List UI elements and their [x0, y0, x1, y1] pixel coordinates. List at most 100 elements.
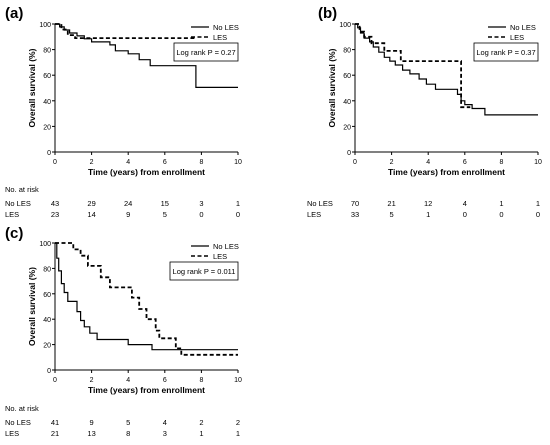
panel-a-at-risk-value: 9 [126, 210, 130, 219]
panel-b-annotation-box [473, 42, 539, 62]
panel-c-x-tick-label: 0 [53, 377, 57, 384]
panel-c-annotation: Log rank P = 0.011 [173, 267, 236, 276]
panel-c-at-risk-value: 13 [87, 429, 95, 438]
panel-a-y-tick-label: 40 [43, 99, 51, 106]
panel-b-y-tick-label: 60 [343, 73, 351, 80]
panel-c-annotation-box [169, 261, 239, 281]
panel-a-at-risk-value: 0 [199, 210, 203, 219]
panel-c-y-tick-label: 60 [43, 292, 51, 299]
panel-b-series-no-les-line [355, 23, 538, 116]
panel-b-y-tick-label: 40 [343, 99, 351, 106]
panel-b-annotation: Log rank P = 0.37 [476, 48, 535, 57]
panel-c-at-risk-value: 5 [126, 418, 130, 427]
panel-c-y-tick-label: 20 [43, 343, 51, 350]
panel-b-at-risk-value: 1 [499, 199, 503, 208]
panel-b-at-risk-value: 5 [390, 210, 394, 219]
panel-b-x-tick-label: 6 [463, 159, 467, 166]
panel-a-y-tick-label: 20 [43, 124, 51, 131]
panel-a-at-risk-value: 14 [87, 210, 95, 219]
panel-b-at-risk-value: 0 [536, 210, 540, 219]
panel-a-x-tick-label: 0 [53, 159, 57, 166]
panel-c-x-axis-title: Time (years) from enrollment [88, 385, 205, 395]
panel-a-x-tick-label: 6 [163, 159, 167, 166]
panel-a-at-risk-value: 1 [236, 199, 240, 208]
panel-a-at-risk-row-label: LES [5, 210, 19, 219]
panel-a-annotation-box [173, 42, 239, 62]
panel-a-at-risk-value: 0 [236, 210, 240, 219]
panel-c-series-no-les-line [55, 242, 238, 351]
panel-c-x-tick-label: 8 [199, 377, 203, 384]
panel-b-x-tick-label: 2 [390, 159, 394, 166]
panel-a-label: (a) [5, 5, 23, 22]
panel-b-label: (b) [318, 5, 337, 22]
panel-a-y-tick-label: 60 [43, 73, 51, 80]
panel-a-at-risk-value: 23 [51, 210, 59, 219]
panel-b-at-risk-value: 0 [463, 210, 467, 219]
panel-c-at-risk-value: 1 [236, 429, 240, 438]
panel-a-series-les-line [55, 23, 196, 39]
panel-c-at-risk-value: 4 [163, 418, 167, 427]
panel-b-x-tick-label: 10 [534, 159, 542, 166]
panel-b-at-risk-row-label: LES [307, 210, 321, 219]
panel-c-at-risk-row-label: LES [5, 429, 19, 438]
panel-a-at-risk-value: 43 [51, 199, 59, 208]
panel-b-x-axis-title: Time (years) from enrollment [388, 167, 505, 177]
panel-a-annotation: Log rank P = 0.27 [176, 48, 235, 57]
panel-c-y-axis-title: Overall survival (%) [27, 267, 37, 346]
panel-b-y-tick-label: 100 [339, 22, 351, 29]
panel-c-x-tick-label: 2 [90, 377, 94, 384]
panel-b-x-tick-label: 4 [426, 159, 430, 166]
panel-b-at-risk-value: 1 [426, 210, 430, 219]
panel-c-y-tick-label: 40 [43, 317, 51, 324]
panel-b-at-risk-value: 4 [463, 199, 467, 208]
panel-c-at-risk-value: 1 [199, 429, 203, 438]
panel-a-x-axis-title: Time (years) from enrollment [88, 167, 205, 177]
panel-c-label: (c) [5, 225, 23, 242]
panel-b-legend-label: LES [510, 33, 524, 42]
panel-b-y-tick-label: 0 [347, 150, 351, 157]
panel-c-x-tick-label: 6 [163, 377, 167, 384]
panel-c-x-tick-label: 10 [234, 377, 242, 384]
panel-a-at-risk-value: 5 [163, 210, 167, 219]
panel-c-at-risk-value: 2 [199, 418, 203, 427]
panel-c-y-tick-label: 80 [43, 266, 51, 273]
panel-a-x-tick-label: 4 [126, 159, 130, 166]
panel-c-at-risk-value: 2 [236, 418, 240, 427]
panel-c-at-risk-value: 8 [126, 429, 130, 438]
panel-b-legend-label: No LES [510, 23, 536, 32]
panel-b-y-axis-title: Overall survival (%) [327, 48, 337, 127]
panel-a-x-tick-label: 8 [199, 159, 203, 166]
panel-c-at-risk-value: 3 [163, 429, 167, 438]
panel-b-x-tick-label: 0 [353, 159, 357, 166]
panel-b-series-les-line [355, 23, 471, 109]
panel-a-y-tick-label: 100 [39, 22, 51, 29]
panel-c-legend-label: LES [213, 252, 227, 261]
panel-c-at-risk-value: 41 [51, 418, 59, 427]
panel-b-at-risk-value: 70 [351, 199, 359, 208]
panel-c-legend-label: No LES [213, 242, 239, 251]
panel-a-at-risk-value: 29 [87, 199, 95, 208]
panel-a-at-risk-value: 15 [161, 199, 169, 208]
panel-b-x-tick-label: 8 [499, 159, 503, 166]
panel-a-at-risk-value: 24 [124, 199, 132, 208]
panel-a-y-tick-label: 0 [47, 150, 51, 157]
panel-a-x-tick-label: 2 [90, 159, 94, 166]
panel-c-at-risk-value: 21 [51, 429, 59, 438]
panel-c-at-risk-row-label: No LES [5, 418, 31, 427]
panel-a-at-risk-value: 3 [199, 199, 203, 208]
panel-b-at-risk-value: 0 [499, 210, 503, 219]
panel-b-at-risk-value: 12 [424, 199, 432, 208]
panel-c-y-tick-label: 100 [39, 241, 51, 248]
panel-a-at-risk-heading: No. at risk [5, 185, 39, 194]
panel-a-legend-label: LES [213, 33, 227, 42]
panel-a-y-axis-title: Overall survival (%) [27, 48, 37, 127]
panel-b-at-risk-value: 33 [351, 210, 359, 219]
panel-b-y-tick-label: 80 [343, 48, 351, 55]
panel-a-at-risk-row-label: No LES [5, 199, 31, 208]
panel-c-x-tick-label: 4 [126, 377, 130, 384]
panel-a-legend-label: No LES [213, 23, 239, 32]
panel-b-at-risk-value: 21 [387, 199, 395, 208]
panel-b-at-risk-row-label: No LES [307, 199, 333, 208]
